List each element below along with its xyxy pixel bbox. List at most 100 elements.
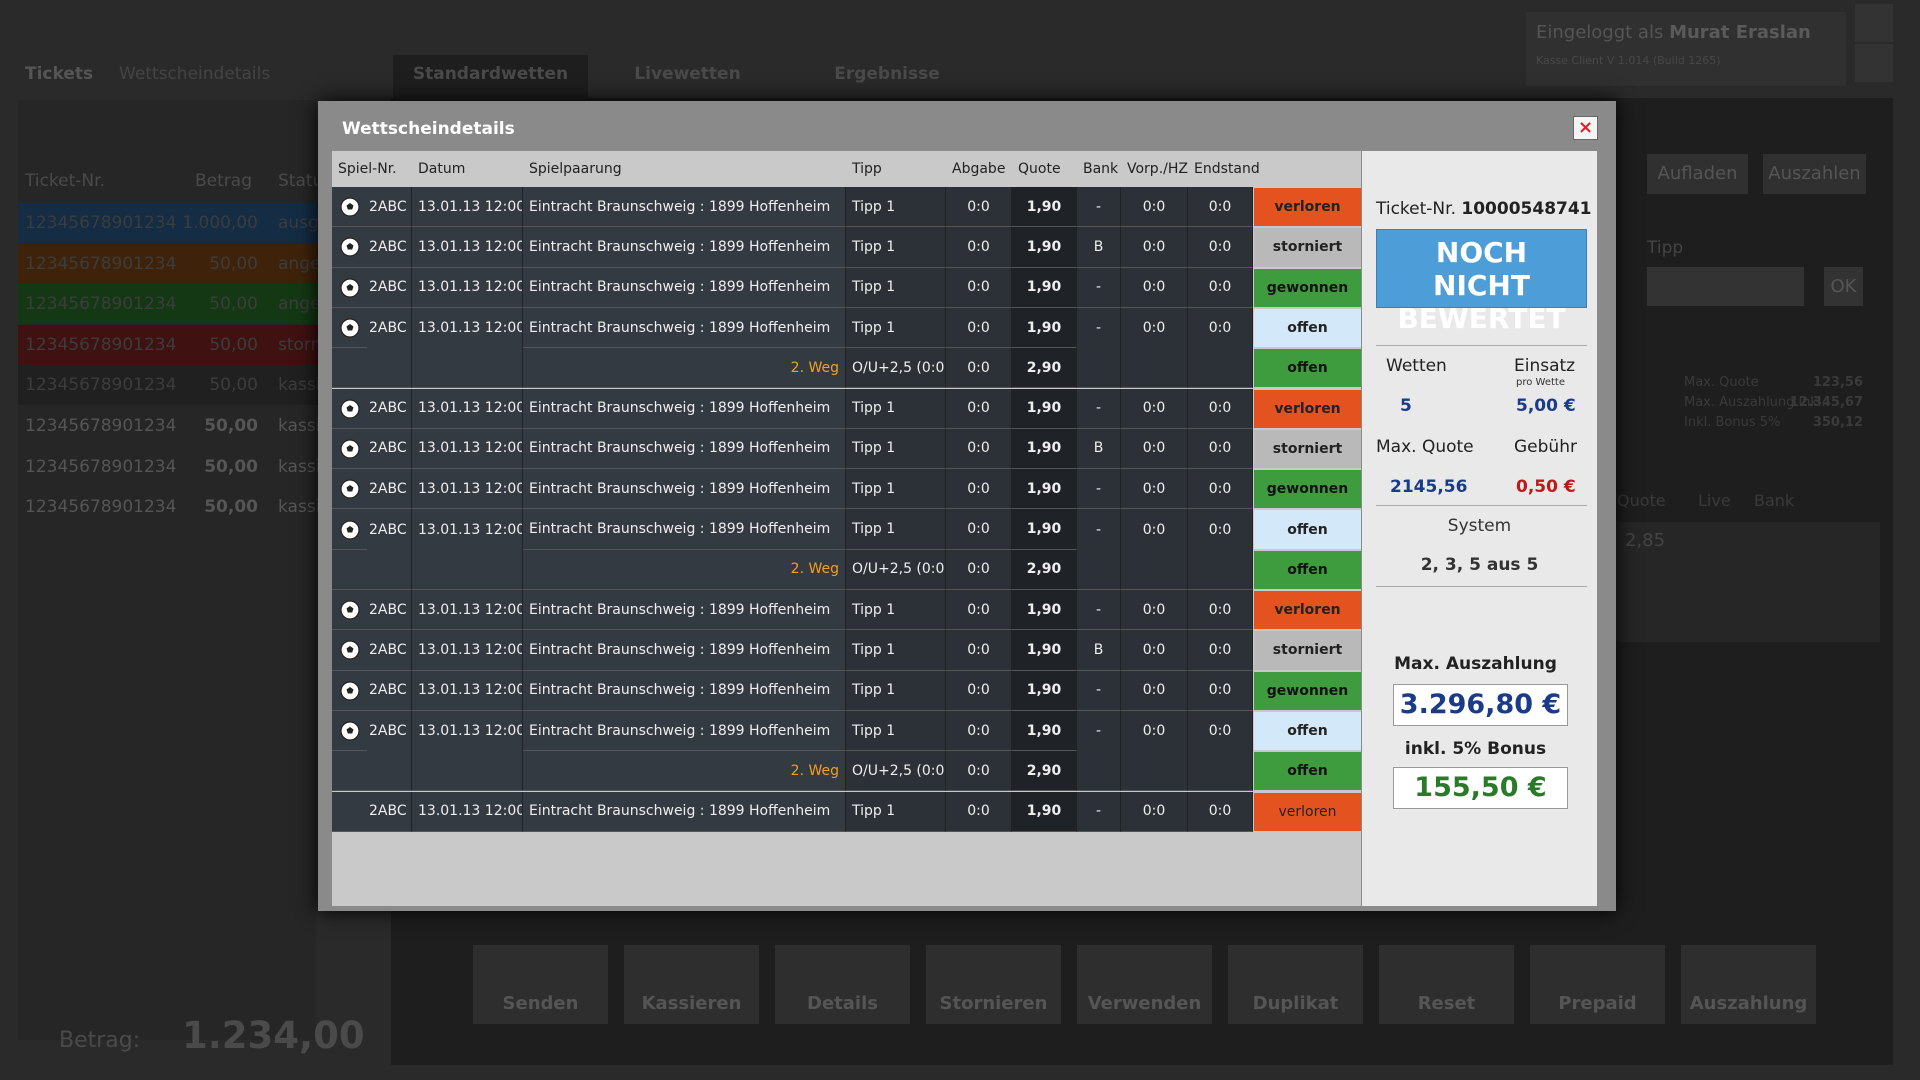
cell: O/U+2,5 (0:0) [846,751,946,792]
bet-row: 2ABC 13.01.13 12:00 Eintracht Braunschweig… [332,267,1361,308]
button[interactable]: Kassieren [624,945,759,1024]
cell: 0:0 [1188,590,1253,631]
icon-cell [332,751,367,792]
cell: - [1077,469,1121,510]
status-badge: gewonnen [1254,470,1361,509]
login-text: Eingeloggt als Murat Eraslan [1536,22,1811,43]
cell: 1,90 [1012,227,1077,268]
ticket-nr: 12345678901234 [25,294,177,315]
cell: Tipp 1 [846,791,946,832]
cell: 2ABC [367,428,412,470]
close-button[interactable]: × [1573,116,1598,140]
cell [367,751,412,792]
divider [1376,586,1587,587]
ticket-row[interactable]: 12345678901234 50,00 storniert [18,324,350,365]
button[interactable]: Senden [473,945,608,1024]
tab[interactable]: Wettscheindetails [119,64,271,84]
cell: 0:0 [1121,187,1188,228]
cell [412,348,523,389]
cell: 0:0 [1188,388,1253,429]
cell: 0:0 [1121,469,1188,510]
cell: 2,90 [1012,549,1077,590]
cell: 0:0 [946,469,1012,510]
bet-row: 2ABC 13.01.13 12:00 Eintracht Braunschweig… [332,590,1361,631]
cell: Eintracht Braunschweig : 1899 Hoffenheim [523,388,846,429]
ticket-summary: Ticket-Nr. 10000548741 NOCH NICHT BEWERT… [1362,151,1597,906]
column-header: Quote [1018,161,1061,177]
ball-icon [340,640,360,661]
status-badge: offen [1254,752,1361,791]
status-badge: storniert [1254,429,1361,469]
column-header: Bank [1754,491,1795,510]
tab[interactable]: Ergebnisse [834,64,940,84]
cell: 0:0 [1121,630,1188,671]
summary-value: 12.345,67 [1789,395,1863,410]
cell: 1,90 [1012,590,1077,631]
button[interactable]: Prepaid [1530,945,1665,1024]
cell: 0:0 [1121,590,1188,631]
icon-button[interactable] [1855,4,1893,42]
modal-title: Wettscheindetails [342,119,515,139]
button[interactable]: Reset [1379,945,1514,1024]
button[interactable]: Verwenden [1077,945,1212,1024]
button[interactable]: Duplikat [1228,945,1363,1024]
cell: 1,90 [1012,187,1077,228]
cell: 13.01.13 12:00 [412,428,523,470]
icon-cell [332,710,367,752]
button[interactable]: Auszahlen [1763,154,1866,194]
cell: 2ABC [367,267,412,308]
ok-button[interactable]: OK [1824,267,1863,306]
button[interactable]: Aufladen [1647,154,1748,194]
cell: 13.01.13 12:00 [412,670,523,711]
cell: 0:0 [946,549,1012,590]
ticket-row[interactable]: 12345678901234 50,00 kassiert [18,365,345,406]
cell: 0:0 [1121,710,1188,752]
cell: 0:0 [946,428,1012,470]
version: Kasse Client V 1.014 (Build 1265) [1536,54,1721,67]
cell: 2ABC [367,469,412,510]
cell: - [1077,307,1121,349]
ticket-nr: 10000548741 [1461,199,1592,219]
button[interactable]: Stornieren [926,945,1061,1024]
cell: 0:0 [946,267,1012,308]
status-badge: storniert [1254,228,1361,267]
cell: 0:0 [1188,307,1253,349]
cell: Tipp 1 [846,267,946,308]
button[interactable]: Details [775,945,910,1024]
label: Wetten [1386,356,1447,376]
ticket-amount: 50,00 [209,253,258,274]
cell: Eintracht Braunschweig : 1899 Hoffenheim [523,509,846,550]
value: 2145,56 [1390,477,1468,497]
ball-icon [340,399,360,419]
tab[interactable]: Tickets [25,64,94,84]
column-header: Spiel-Nr. [338,161,397,177]
cell: B [1077,630,1121,671]
cell: 0:0 [946,791,1012,832]
cell: 2ABC [367,187,412,228]
dropdown[interactable] [1647,267,1804,306]
cell: Tipp 1 [846,710,946,752]
login-label: Eingeloggt als [1536,22,1664,43]
button[interactable]: Auszahlung [1681,945,1816,1024]
cell: O/U+2,5 (0:0) [846,549,946,590]
ticket-amount: 50,00 [204,416,258,436]
cell: - [1077,791,1121,832]
cell [1188,348,1253,389]
tab[interactable]: Standardwetten [412,64,569,84]
bet-row: 2ABC 13.01.13 12:00 Eintracht Braunschweig… [332,670,1361,711]
cell [412,751,523,792]
icon-cell [332,348,367,389]
cell: 0:0 [1121,509,1188,550]
table-header: Spiel-Nr. Datum Spielpaarung Tipp Abgabe Quot… [332,151,1361,187]
cell [1188,751,1253,792]
cell: - [1077,388,1121,429]
cell: 1,90 [1012,469,1077,510]
tab[interactable]: Livewetten [634,64,741,84]
icon-button[interactable] [1855,44,1893,82]
column-header: Spielpaarung [529,161,622,177]
bets-table: Spiel-Nr. Datum Spielpaarung Tipp Abgabe Quot… [332,151,1361,906]
bonus-box: 155,50 € [1393,767,1568,809]
ticket-row[interactable]: 12345678901234 50,00 kassiert [18,447,345,487]
cell: - [1077,509,1121,550]
